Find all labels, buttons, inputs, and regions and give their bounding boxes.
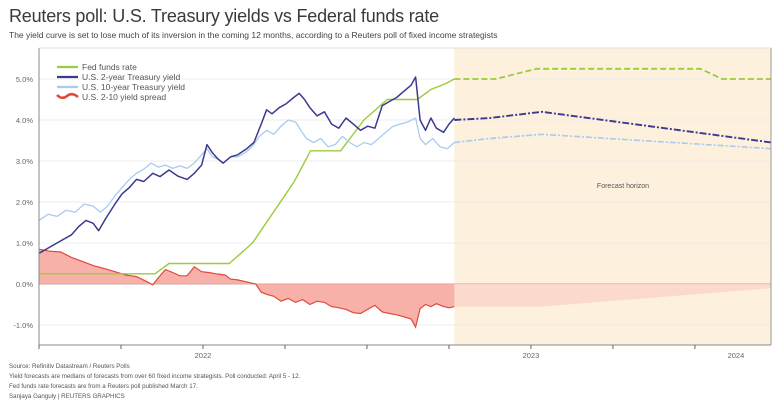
two-year-forecast-line <box>454 110 772 144</box>
x-tick-label: 2022 <box>195 351 212 360</box>
legend-label-fed: Fed funds rate <box>82 62 137 72</box>
x-tick-label: 2023 <box>523 351 540 360</box>
legend: Fed funds rate U.S. 2-year Treasury yiel… <box>56 62 185 102</box>
y-tick-label: -1.0% <box>13 321 33 330</box>
chart-title: Reuters poll: U.S. Treasury yields vs Fe… <box>9 6 439 26</box>
x-tick-label: 2024 <box>728 351 745 360</box>
spread-forecast-area <box>454 284 772 307</box>
fed-funds-line <box>39 78 455 275</box>
ten-year-forecast-line <box>454 133 772 150</box>
spread-area <box>39 249 455 328</box>
y-tick-label: 0.0% <box>16 280 33 289</box>
footer-source: Source: Refinitiv Datastream / Reuters P… <box>9 363 130 370</box>
y-tick-label: 5.0% <box>16 75 33 84</box>
fed-funds-forecast-line <box>454 67 772 80</box>
legend-label-two-year: U.S. 2-year Treasury yield <box>82 72 181 82</box>
ten-year-line <box>38 117 455 221</box>
footer-note-fed: Fed funds rate forecasts are from a Reut… <box>9 383 198 390</box>
forecast-annotation: Forecast horizon <box>597 183 649 190</box>
legend-swatch-spread <box>56 93 79 99</box>
two-year-line <box>38 76 455 254</box>
spread-line <box>38 248 455 329</box>
y-tick-label: 1.0% <box>16 239 33 248</box>
y-tick-label: 3.0% <box>16 157 33 166</box>
chart-subtitle: The yield curve is set to lose much of i… <box>9 30 498 40</box>
footer-note-yields: Yield forecasts are medians of forecasts… <box>9 373 301 380</box>
legend-label-ten-year: U.S. 10-year Treasury yield <box>82 82 185 92</box>
footer-credit: Sanjaya Ganguly | REUTERS GRAPHICS <box>9 393 125 400</box>
y-tick-label: 4.0% <box>16 116 33 125</box>
legend-label-spread: U.S. 2-10 yield spread <box>82 92 166 102</box>
y-tick-label: 2.0% <box>16 198 33 207</box>
